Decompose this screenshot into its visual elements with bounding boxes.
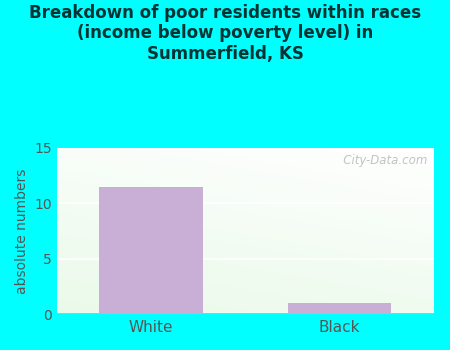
Bar bbox=[99, 187, 203, 314]
Bar bbox=[288, 303, 392, 314]
Text: Breakdown of poor residents within races
(income below poverty level) in
Summerf: Breakdown of poor residents within races… bbox=[29, 4, 421, 63]
Y-axis label: absolute numbers: absolute numbers bbox=[15, 168, 29, 294]
Text: City-Data.com: City-Data.com bbox=[332, 154, 428, 167]
